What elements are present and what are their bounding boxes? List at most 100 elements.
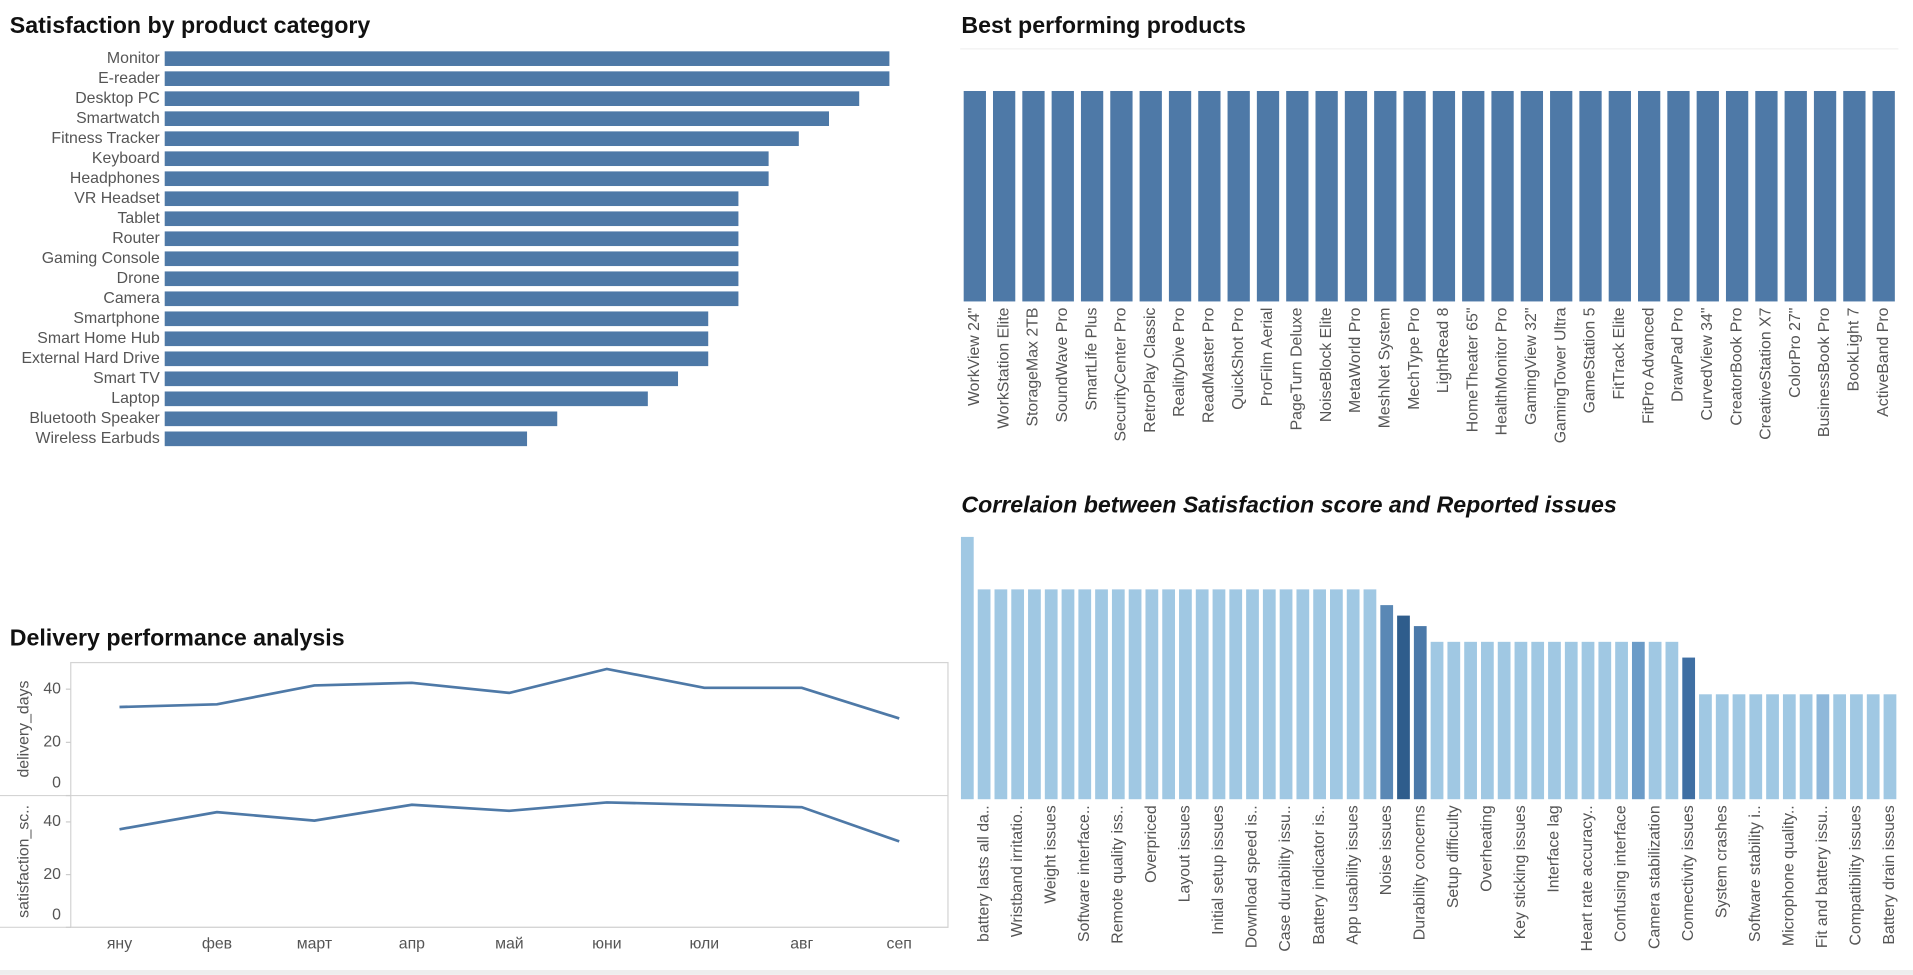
bar xyxy=(977,589,991,800)
y-tick-label: VR Headset xyxy=(74,190,160,207)
bar xyxy=(1145,589,1159,800)
x-tick-label: Weight issues xyxy=(1042,805,1059,904)
bar xyxy=(1413,626,1427,800)
bar xyxy=(1784,90,1807,302)
x-tick-label: Remote quality iss.. xyxy=(1109,805,1126,943)
bar xyxy=(1497,641,1511,800)
x-tick-label: StorageMax 2TB xyxy=(1025,308,1042,427)
x-tick-label: RealityDive Pro xyxy=(1171,307,1188,416)
y-tick-label: Camera xyxy=(103,290,160,307)
bar xyxy=(1755,90,1778,302)
bar xyxy=(1028,589,1041,800)
bar xyxy=(1447,641,1461,800)
y-tick-label: 40 xyxy=(43,680,61,697)
bar xyxy=(1403,90,1426,302)
y-tick-label: 0 xyxy=(52,775,61,792)
bar xyxy=(1246,589,1259,800)
bar xyxy=(1550,90,1573,302)
x-tick-label: battery lasts all da.. xyxy=(975,805,992,942)
x-tick-label: HealthMonitor Pro xyxy=(1494,307,1511,435)
bar xyxy=(1111,589,1125,800)
x-tick-label: App usability issues xyxy=(1344,805,1361,944)
x-tick-label: MetaWorld Pro xyxy=(1347,307,1364,413)
chart-title: Delivery performance analysis xyxy=(10,624,345,650)
x-tick-label: Camera stabilization xyxy=(1646,805,1663,949)
x-tick-label: Compatibility issues xyxy=(1848,805,1865,945)
chart-title: Satisfaction by product category xyxy=(10,12,371,38)
bar xyxy=(1766,694,1779,800)
axis-title: delivery_days xyxy=(16,681,33,778)
bar xyxy=(1095,589,1108,800)
bar xyxy=(1262,589,1276,800)
bar xyxy=(1699,694,1712,800)
bar xyxy=(1168,90,1192,302)
bar xyxy=(1330,589,1343,800)
bar xyxy=(164,251,739,267)
bar xyxy=(963,90,986,302)
x-tick-label: WorkStation Elite xyxy=(995,307,1012,429)
bar xyxy=(1051,90,1074,302)
x-tick-label: Initial setup issues xyxy=(1210,805,1227,935)
bar xyxy=(1363,589,1377,800)
y-tick-label: Headphones xyxy=(70,170,160,187)
x-tick-label: юли xyxy=(689,936,719,953)
bar xyxy=(1564,641,1578,800)
y-tick-label: E-reader xyxy=(98,70,160,87)
x-tick-label: GamingTower Ultra xyxy=(1552,307,1569,443)
bar xyxy=(1011,589,1025,800)
bar xyxy=(1816,694,1830,800)
bar xyxy=(1313,589,1326,800)
x-tick-label: ActiveBand Pro xyxy=(1875,307,1892,416)
bar xyxy=(992,90,1016,302)
bar xyxy=(1531,641,1545,800)
bar xyxy=(1631,641,1645,800)
x-tick-label: LightRead 8 xyxy=(1435,307,1452,393)
x-tick-label: юни xyxy=(592,936,622,953)
bar xyxy=(1608,90,1631,302)
line xyxy=(119,801,900,843)
bar xyxy=(164,291,739,307)
x-tick-label: Battery indicator is.. xyxy=(1311,805,1328,944)
y-tick-label: Smart TV xyxy=(93,370,160,387)
bar xyxy=(1380,605,1394,800)
bar xyxy=(1615,641,1628,800)
bar xyxy=(164,51,890,66)
bar xyxy=(1480,641,1494,800)
bar xyxy=(1813,90,1837,302)
bar xyxy=(1374,90,1397,302)
bar xyxy=(1229,589,1243,800)
y-tick-label: Router xyxy=(112,230,160,247)
bar xyxy=(164,411,558,427)
bar xyxy=(1432,90,1456,302)
bar xyxy=(1022,90,1045,302)
x-tick-label: март xyxy=(297,936,332,953)
bar xyxy=(164,391,648,407)
x-tick-label: MeshNet System xyxy=(1376,308,1393,429)
x-tick-label: сеп xyxy=(887,936,912,953)
tab-strip xyxy=(0,970,1913,975)
bar xyxy=(164,331,709,347)
bar xyxy=(1749,694,1763,800)
bar xyxy=(1397,615,1410,800)
y-tick-label: Gaming Console xyxy=(42,250,160,267)
y-tick-label: Fitness Tracker xyxy=(51,130,160,147)
bar xyxy=(1464,641,1477,800)
chart-title: Best performing products xyxy=(961,12,1246,38)
bar xyxy=(164,151,769,167)
x-tick-label: ProFilm Aerial xyxy=(1259,308,1276,407)
bar xyxy=(164,431,528,447)
bar xyxy=(1696,90,1719,302)
bar xyxy=(1866,694,1880,800)
bar xyxy=(1346,589,1360,800)
x-tick-label: Noise issues xyxy=(1378,805,1395,895)
x-tick-label: Overpriced xyxy=(1143,805,1160,883)
bar xyxy=(1044,589,1058,800)
bar xyxy=(1638,90,1661,302)
bar xyxy=(1715,694,1729,800)
x-tick-label: BusinessBook Pro xyxy=(1816,307,1833,437)
x-tick-label: Fit and battery issu.. xyxy=(1814,805,1831,948)
y-tick-label: 20 xyxy=(43,734,61,751)
bar xyxy=(1061,589,1075,800)
